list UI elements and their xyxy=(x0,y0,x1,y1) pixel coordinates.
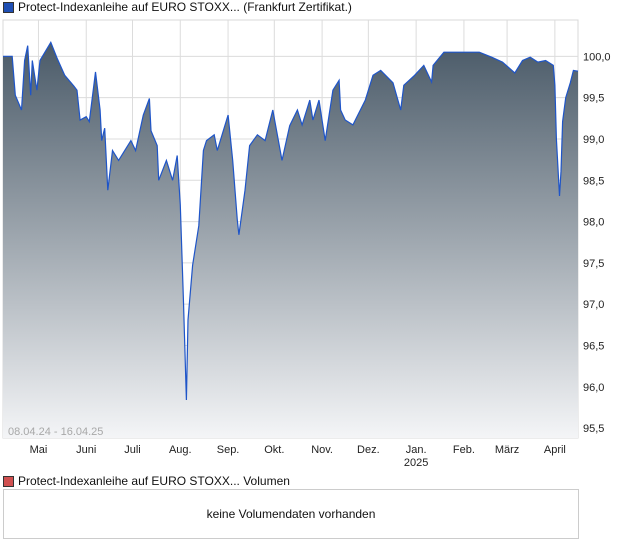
volume-legend: Protect-Indexanleihe auf EURO STOXX... V… xyxy=(3,474,290,488)
volume-legend-swatch xyxy=(3,475,14,487)
y-tick-label: 100,0 xyxy=(583,51,611,63)
y-tick-label: 97,0 xyxy=(583,299,604,311)
x-tick-label: Feb. xyxy=(453,444,475,456)
x-tick-label: Sep. xyxy=(217,444,240,456)
x-tick-label: Mai xyxy=(30,444,48,456)
x-tick-label: Aug. xyxy=(169,444,192,456)
price-line xyxy=(3,40,579,401)
x-tick-label: Jan. xyxy=(406,444,427,456)
volume-empty-message: keine Volumendaten vorhanden xyxy=(206,507,376,521)
y-tick-label: 99,5 xyxy=(583,93,604,105)
date-range-label: 08.04.24 - 16.04.25 xyxy=(8,426,103,438)
y-tick-label: 98,5 xyxy=(583,175,604,187)
x-tick-label: Nov. xyxy=(311,444,333,456)
price-legend: Protect-Indexanleihe auf EURO STOXX... (… xyxy=(3,0,352,14)
x-tick-label: Dez. xyxy=(357,444,380,456)
price-chart: 95,5 96,0 96,5 97,0 97,5 98,0 98,5 99,0 99,5 100,… xyxy=(2,19,611,469)
price-legend-swatch xyxy=(3,1,14,13)
y-tick-label: 98,0 xyxy=(583,217,604,229)
y-tick-label: 99,0 xyxy=(583,134,604,146)
x-tick-label: Juni xyxy=(76,444,96,456)
x-tick-label: Juli xyxy=(124,444,141,456)
volume-panel: keine Volumendaten vorhanden xyxy=(3,489,579,539)
volume-legend-label: Protect-Indexanleihe auf EURO STOXX... V… xyxy=(18,474,290,488)
y-tick-label: 96,0 xyxy=(583,382,604,394)
x-tick-year-label: 2025 xyxy=(404,457,428,469)
price-legend-label: Protect-Indexanleihe auf EURO STOXX... (… xyxy=(18,0,352,14)
x-tick-label: Okt. xyxy=(264,444,284,456)
y-tick-label: 97,5 xyxy=(583,258,604,270)
y-tick-label: 95,5 xyxy=(583,423,604,435)
x-tick-label: April xyxy=(544,444,566,456)
x-tick-label: März xyxy=(495,444,519,456)
price-area xyxy=(3,42,578,439)
y-tick-label: 96,5 xyxy=(583,340,604,352)
